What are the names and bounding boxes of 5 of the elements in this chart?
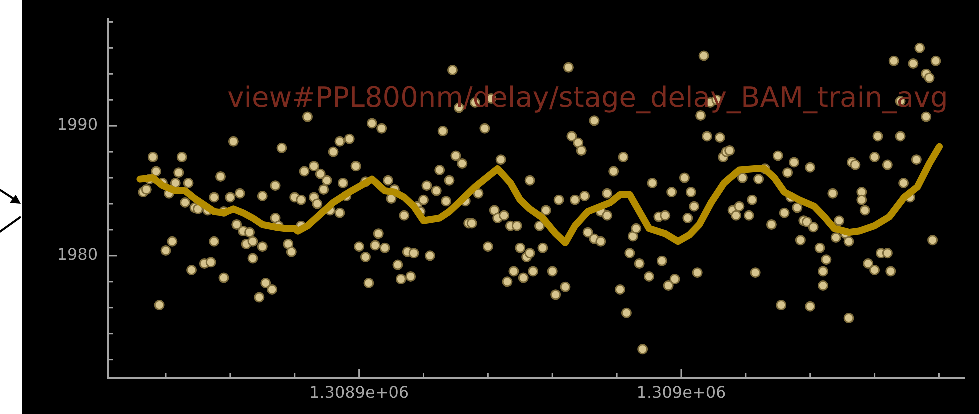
y-tick-label: 1980 xyxy=(57,245,98,264)
annotation: view#PPL800nm/delay/stage_delay_BAM_train_avg xyxy=(228,80,948,114)
x-tick-label: 1.3089e+06 xyxy=(310,382,410,402)
x-tick-label: 1.309e+06 xyxy=(636,382,726,402)
y-tick-label: 1990 xyxy=(57,115,98,134)
